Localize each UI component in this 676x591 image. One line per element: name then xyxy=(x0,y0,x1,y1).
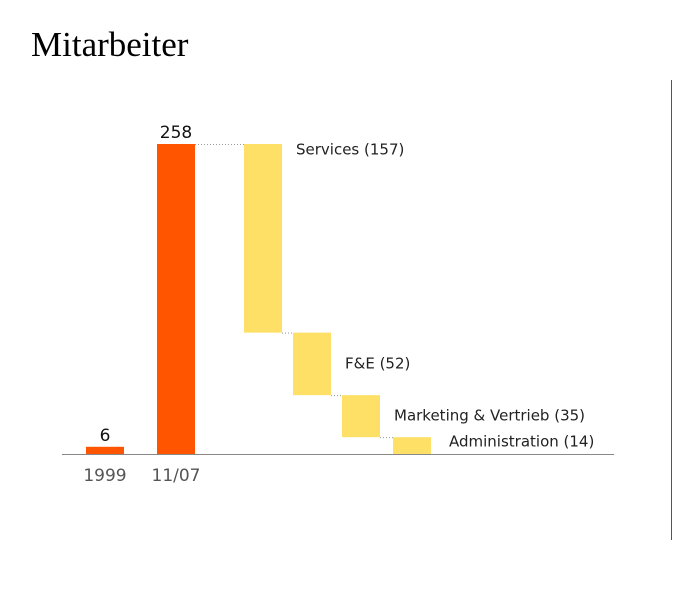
breakdown-segment xyxy=(244,144,282,333)
page-title: Mitarbeiter xyxy=(31,25,189,64)
x-tick-label: 11/07 xyxy=(152,466,201,486)
breakdown-segment xyxy=(393,437,431,454)
breakdown-segment xyxy=(342,395,380,438)
bar-1999 xyxy=(86,446,124,454)
data-label: 258 xyxy=(160,123,192,143)
segment-label: Administration (14) xyxy=(449,433,594,451)
segment-label: Services (157) xyxy=(296,141,404,159)
segment-label: Marketing & Vertrieb (35) xyxy=(394,407,585,425)
right-divider xyxy=(671,80,672,540)
breakdown-segment xyxy=(293,332,331,396)
data-label: 6 xyxy=(100,426,111,446)
x-tick-label: 1999 xyxy=(83,466,126,486)
segment-label: F&E (52) xyxy=(345,354,410,372)
bar-11-07 xyxy=(157,144,195,454)
